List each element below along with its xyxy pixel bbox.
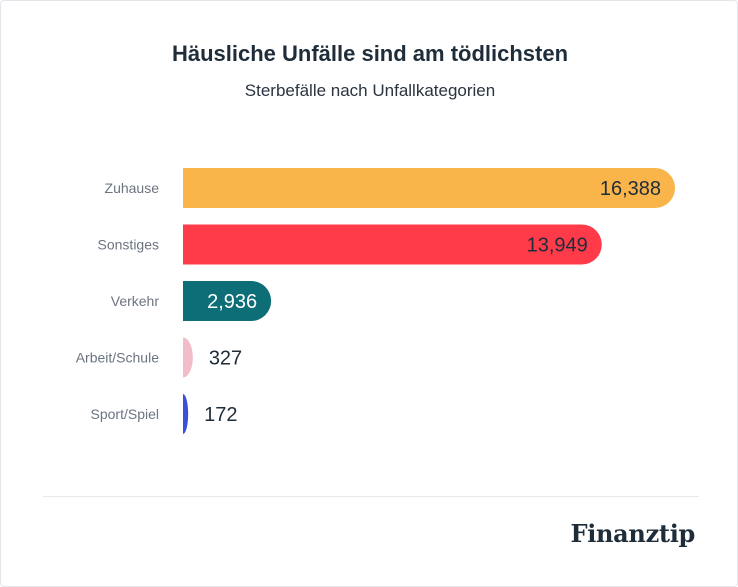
- value-label-sport-spiel: 172: [204, 404, 237, 426]
- divider: [43, 496, 699, 497]
- category-label-zuhause: Zuhause: [105, 180, 160, 196]
- bar-sonstiges: [183, 224, 602, 265]
- value-label-verkehr: 2,936: [207, 291, 257, 313]
- category-label-sonstiges: Sonstiges: [98, 237, 159, 253]
- bar-chart: Zuhause 16,388 Sonstiges 13,949 Verkehr 2,936…: [76, 168, 675, 434]
- bar-verkehr: [183, 281, 272, 321]
- finanztip-logo: Finanztip: [570, 519, 695, 548]
- chart-subtitle: Sterbefälle nach Unfallkategorien: [244, 81, 496, 100]
- category-label-verkehr: Verkehr: [111, 293, 160, 309]
- bar-sport-spiel: [183, 394, 189, 434]
- category-label-sport-spiel: Sport/Spiel: [91, 406, 159, 422]
- chart-title: Häusliche Unfälle sind am tödlichsten: [171, 41, 569, 66]
- category-label-arbeit-schule: Arbeit/Schule: [76, 350, 159, 366]
- value-label-sonstiges: 13,949: [527, 235, 588, 257]
- value-label-arbeit-schule: 327: [209, 348, 242, 370]
- bar-zuhause: [183, 168, 675, 208]
- bar-arbeit-schule: [183, 337, 193, 378]
- value-label-zuhause: 16,388: [600, 178, 661, 200]
